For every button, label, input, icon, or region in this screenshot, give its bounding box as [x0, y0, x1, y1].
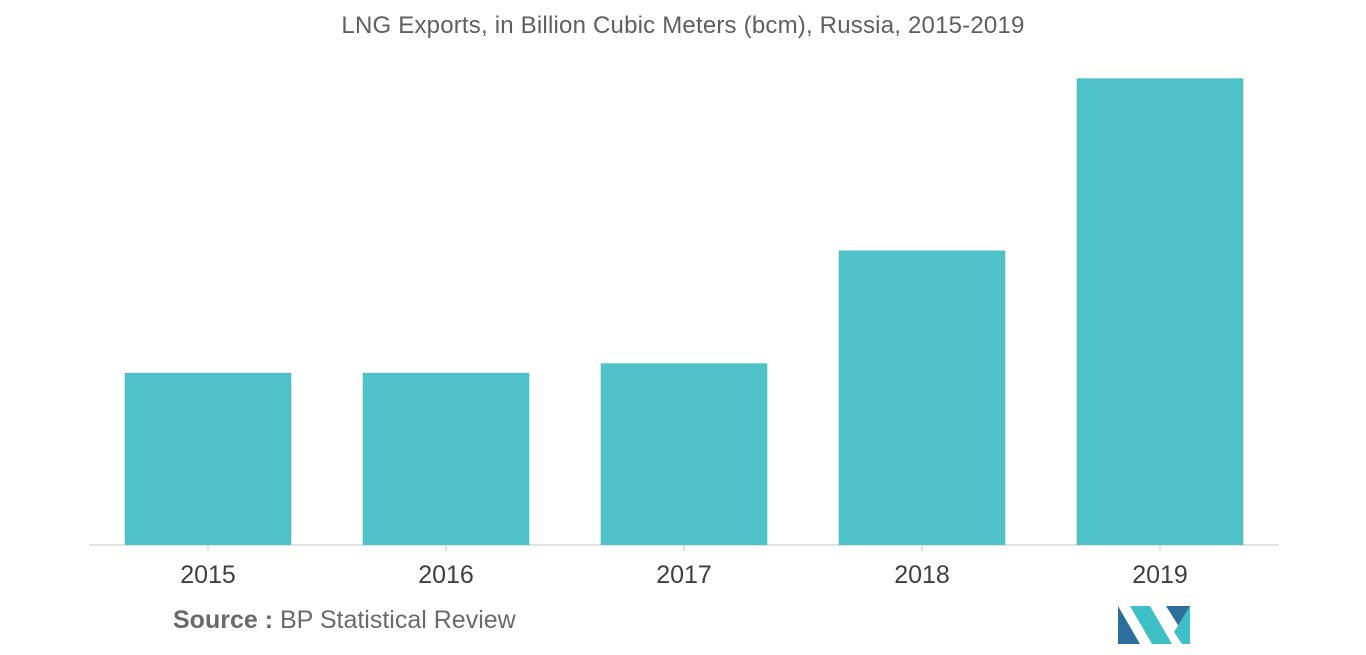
bars-group: [124, 78, 1244, 546]
chart-title: LNG Exports, in Billion Cubic Meters (bc…: [341, 12, 1025, 39]
bar-2019: [1076, 78, 1244, 546]
logo-shape-mid: [1130, 606, 1172, 644]
x-tick-label-2019: 2019: [1132, 561, 1188, 589]
x-tick-label-2016: 2016: [418, 561, 474, 589]
bar-2016: [362, 372, 530, 545]
mordor-intelligence-logo-icon: [1118, 606, 1190, 644]
x-tick-label-2015: 2015: [180, 561, 236, 589]
bar-2017: [600, 363, 768, 545]
bar-2018: [838, 250, 1006, 545]
source-note: Source : BP Statistical Review: [173, 606, 516, 635]
logo-shape-left: [1118, 606, 1140, 644]
bar-2015: [124, 372, 292, 545]
x-tick-label-2017: 2017: [656, 561, 712, 589]
source-key: Source :: [173, 606, 274, 634]
logo-shape-right-light: [1174, 606, 1190, 644]
x-axis-ticks: 2015 2016 2017 2018 2019: [180, 545, 1188, 589]
source-text: BP Statistical Review: [279, 606, 516, 634]
x-tick-label-2018: 2018: [894, 561, 950, 589]
